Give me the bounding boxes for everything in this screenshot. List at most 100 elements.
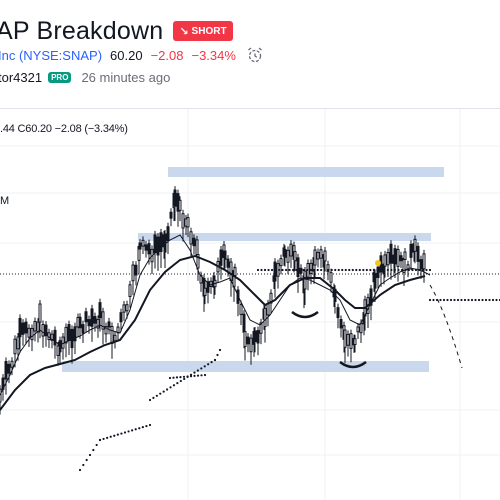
candle-body (128, 284, 132, 297)
candle-body (249, 337, 253, 353)
indicator-dot (491, 298, 495, 302)
idea-title-row: AP Breakdown ↘ SHORT (0, 14, 233, 48)
indicator-dot (428, 298, 432, 302)
candle-body (141, 239, 145, 247)
indicator-dot (186, 375, 189, 378)
candle-body (178, 199, 182, 211)
indicator-dot (362, 268, 365, 272)
candle-body (64, 326, 68, 344)
publish-time: 26 minutes ago (81, 69, 171, 85)
indicator-dot (274, 268, 277, 272)
candle-body (196, 254, 200, 269)
indicator-dot (267, 268, 270, 272)
indicator-dot (344, 268, 347, 272)
candle-body (329, 272, 333, 283)
candle-body (206, 281, 210, 293)
candle-body (98, 302, 102, 319)
price-change: −2.08 (150, 47, 184, 63)
indicator-dot (169, 386, 172, 389)
indicator-dot (288, 268, 291, 272)
indicator-dot (470, 298, 474, 302)
candle-body (259, 322, 263, 334)
candle-body (173, 189, 177, 207)
resistance-zone-top[interactable] (168, 167, 444, 177)
indicator-dot (390, 268, 393, 272)
dotted-indicator (78, 268, 500, 472)
indicator-dot (414, 268, 418, 272)
price-chart[interactable] (0, 109, 500, 500)
candle-body (131, 264, 135, 282)
candle-body (353, 338, 357, 346)
candle-body (419, 259, 423, 270)
indicator-dot (141, 426, 144, 429)
candle-body (156, 236, 160, 256)
indicator-dot (172, 384, 176, 387)
candle-body (239, 304, 243, 316)
candle-body (166, 226, 170, 242)
indicator-dot (218, 348, 222, 352)
candle-body (41, 323, 45, 337)
indicator-dot (92, 448, 95, 452)
candle-body (186, 217, 190, 228)
candle-body (38, 303, 42, 323)
indicator-dot (88, 453, 92, 457)
author-name[interactable]: tor4321 (0, 69, 43, 85)
indicator-dot (449, 298, 453, 302)
indicator-dot (179, 376, 182, 379)
candle-body (96, 318, 100, 329)
candle-body (296, 257, 300, 277)
candle-body (84, 311, 88, 323)
indicator-dot (334, 268, 337, 272)
support-zone[interactable] (62, 361, 429, 372)
candle-body (4, 361, 8, 380)
candle-body (369, 288, 373, 306)
candle-body (7, 363, 11, 374)
indicator-dot (355, 268, 358, 272)
candle-body (226, 258, 230, 268)
indicator-dot (383, 268, 386, 272)
candle-body (303, 270, 307, 290)
candle-body (144, 244, 148, 251)
resistance-zone-mid[interactable] (138, 233, 431, 241)
candle-body (326, 264, 330, 273)
alarm-clock-icon[interactable] (246, 46, 264, 64)
candle-body (373, 272, 377, 289)
projection-path (429, 284, 463, 369)
candle-body (293, 251, 297, 262)
candle-body (18, 317, 22, 338)
indicator-dot (109, 435, 112, 438)
indicator-dot (123, 431, 127, 434)
indicator-dot (432, 298, 435, 302)
candle-body (122, 304, 126, 313)
candle-body (181, 213, 185, 229)
indicator-dot (263, 268, 267, 272)
candle-body (0, 388, 2, 403)
indicator-dot (98, 438, 102, 442)
indicator-dot (484, 298, 488, 302)
indicator-dot (134, 428, 137, 431)
indicator-dot (460, 298, 463, 302)
volume-label: M (0, 195, 10, 207)
symbol-link[interactable]: Inc (NYSE:SNAP) (0, 47, 103, 63)
candle-body (153, 234, 157, 254)
candle-body (409, 243, 413, 258)
indicator-dot (196, 374, 200, 377)
signal-dot (375, 260, 381, 266)
indicator-dot (155, 394, 158, 397)
candle-body (376, 266, 380, 279)
indicator-dot (309, 268, 312, 272)
indicator-dot (316, 268, 319, 272)
indicator-dot (341, 268, 344, 272)
candle-body (323, 250, 327, 262)
indicator-dot (260, 268, 263, 272)
indicator-dot (407, 268, 411, 272)
candle-body (27, 327, 31, 338)
indicator-dot (323, 268, 326, 272)
candle-body (90, 308, 94, 327)
indicator-dot (320, 268, 323, 272)
indicator-dot (330, 268, 333, 272)
candle-body (263, 307, 267, 328)
candle-body (309, 262, 313, 275)
indicator-dot (299, 268, 302, 272)
indicator-dot (207, 363, 210, 366)
